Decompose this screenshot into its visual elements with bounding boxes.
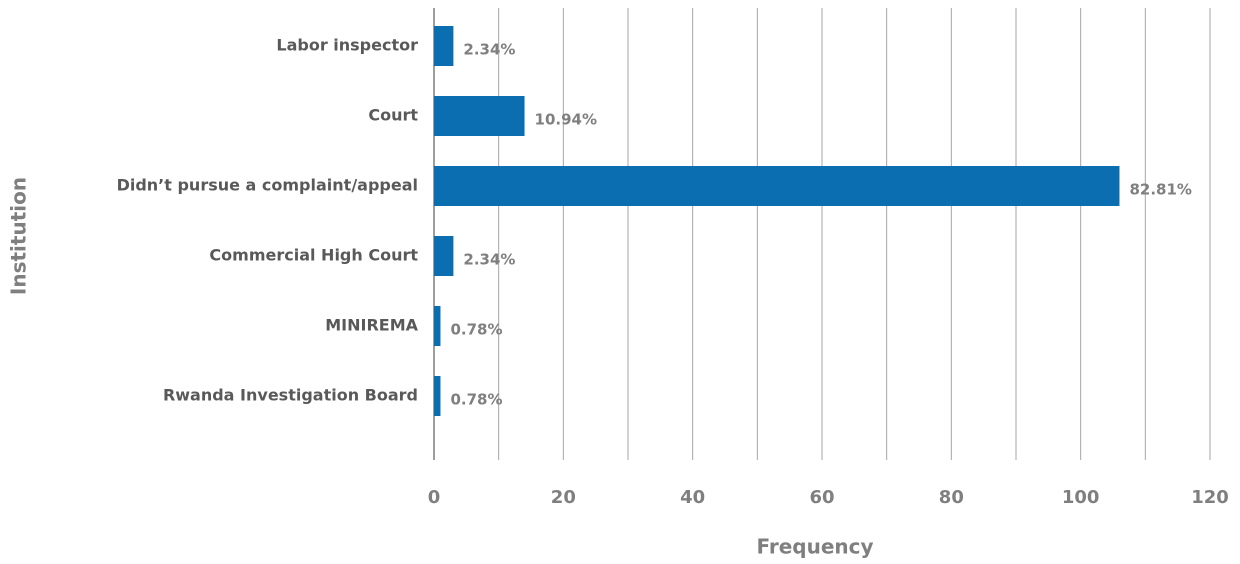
x-tick-label: 120: [1191, 487, 1229, 508]
y-axis-title: Institution: [7, 177, 31, 295]
y-tick-label: Court: [368, 106, 418, 125]
data-label: 2.34%: [463, 41, 515, 59]
y-tick-label: Rwanda Investigation Board: [163, 386, 418, 405]
bar: [434, 26, 454, 66]
data-label: 2.34%: [463, 251, 515, 269]
bar: [434, 96, 525, 136]
y-tick-label: Didn’t pursue a complaint/appeal: [117, 176, 418, 195]
x-tick-label: 60: [809, 487, 834, 508]
x-axis-title: Frequency: [756, 535, 873, 559]
bar: [434, 306, 441, 346]
y-tick-label: MINIREMA: [325, 316, 418, 335]
x-tick-label: 100: [1062, 487, 1100, 508]
data-label: 0.78%: [450, 321, 502, 339]
x-tick-label: 20: [551, 487, 576, 508]
bar: [434, 166, 1120, 206]
x-tick-label: 0: [428, 487, 441, 508]
y-tick-label: Labor inspector: [276, 36, 418, 55]
y-tick-label: Commercial High Court: [209, 246, 418, 265]
data-label: 82.81%: [1129, 181, 1191, 199]
x-tick-label: 40: [680, 487, 705, 508]
x-tick-label: 80: [939, 487, 964, 508]
bar: [434, 236, 454, 276]
data-label: 10.94%: [535, 111, 597, 129]
data-label: 0.78%: [450, 391, 502, 409]
bar: [434, 376, 441, 416]
